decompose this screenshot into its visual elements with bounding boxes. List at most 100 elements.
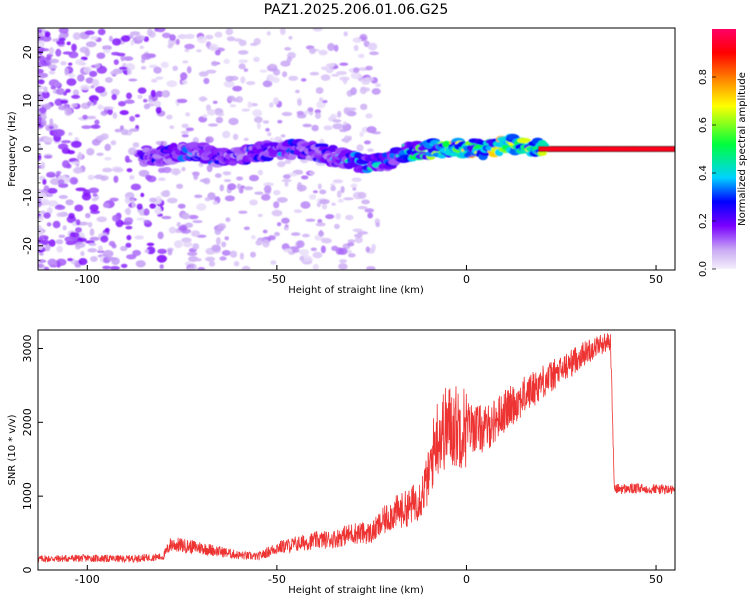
heatmap-noise-blob [111, 257, 120, 265]
heatmap-noise-blob [155, 196, 162, 205]
heatmap-noise-blob [290, 232, 301, 236]
heatmap-noise-blob [104, 156, 112, 161]
heatmap-noise-blob [41, 114, 47, 120]
heatmap-noise-blob [227, 183, 237, 191]
heatmap-noise-blob [309, 71, 320, 76]
heatmap-noise-blob [75, 219, 81, 226]
heatmap-noise-blob [254, 116, 263, 123]
heatmap-noise-blob [249, 174, 259, 182]
heatmap-noise-blob [186, 267, 197, 270]
heatmap-noise-blob [38, 55, 46, 62]
heatmap-noise-blob [128, 78, 138, 82]
heatmap-noise-blob [181, 237, 192, 243]
heatmap-noise-blob [153, 66, 162, 74]
heatmap-noise-blob [138, 169, 150, 177]
heatmap-noise-blob [75, 187, 86, 192]
heatmap-noise-blob [102, 167, 113, 173]
heatmap-noise-blob [305, 218, 316, 222]
heatmap-noise-blob [288, 36, 293, 40]
heatmap-noise-blob [68, 212, 75, 219]
heatmap-noise-blob [68, 51, 79, 59]
heatmap-noise-blob [95, 63, 101, 69]
heatmap-noise-blob [226, 36, 236, 42]
heatmap-noise-blob [118, 101, 126, 107]
colorbar: 0.0 0.2 0.4 0.6 0.8 Normalized spectral ampl… [698, 29, 748, 277]
heatmap-noise-blob [281, 111, 293, 117]
heatmap-noise-blob [296, 184, 307, 192]
heatmap-noise-blob [77, 74, 85, 82]
heatmap-noise-blob [286, 56, 293, 63]
heatmap-noise-blob [79, 84, 91, 91]
heatmap-noise-blob [180, 130, 190, 135]
heatmap-noise-blob [149, 197, 157, 203]
heatmap-noise-blob [79, 46, 90, 53]
heatmap-noise-blob [78, 258, 88, 266]
heatmap-noise-blob [192, 220, 203, 224]
heatmap-noise-blob [72, 89, 80, 97]
heatmap-noise-blob [56, 245, 63, 253]
heatmap-noise-blob [219, 184, 225, 192]
heatmap-noise-blob [212, 200, 218, 205]
heatmap-noise-blob [219, 256, 227, 261]
heatmap-noise-blob [52, 220, 61, 229]
heatmap-noise-blob [214, 31, 223, 38]
heatmap-noise-blob [130, 39, 135, 46]
heatmap-noise-blob [184, 43, 195, 50]
heatmap-noise-blob [108, 35, 113, 42]
heatmap-noise-blob [47, 200, 59, 207]
heatmap-noise-blob [131, 202, 136, 208]
heatmap-noise-blob [110, 140, 117, 146]
heatmap-noise-blob [113, 59, 119, 65]
heatmap-noise-blob [111, 94, 117, 101]
heatmap-noise-blob [273, 189, 281, 196]
heatmap-noise-blob [250, 103, 258, 107]
heatmap-noise-blob [38, 225, 42, 230]
heatmap-noise-blob [112, 167, 124, 173]
heatmap-noise-blob [115, 219, 124, 228]
heatmap-noise-blob [332, 123, 344, 130]
heatmap-noise-blob [75, 59, 85, 66]
heatmap-noise-blob [238, 210, 248, 214]
heatmap-carrier-band [538, 146, 675, 152]
heatmap-noise-blob [124, 99, 135, 104]
heatmap-noise-blob [327, 43, 335, 51]
heatmap-noise-blob [279, 28, 286, 35]
heatmap-noise-blob [151, 78, 158, 83]
chart-title: PAZ1.2025.206.01.06.G25 [264, 2, 449, 18]
heatmap-noise-blob [273, 97, 279, 105]
heatmap-noise-blob [68, 132, 73, 136]
heatmap-noise-blob [332, 119, 342, 123]
heatmap-noise-blob [156, 254, 167, 263]
heatmap-noise-blob [238, 63, 246, 70]
heatmap-noise-blob [191, 230, 200, 237]
heatmap-noise-blob [266, 31, 271, 36]
heatmap-noise-blob [71, 161, 80, 165]
heatmap-ridge-cell [517, 137, 531, 144]
heatmap-noise-blob [367, 148, 374, 152]
heatmap-noise-blob [277, 119, 283, 124]
heatmap-noise-blob [85, 77, 94, 84]
heatmap-noise-blob [282, 71, 288, 78]
heatmap-noise-blob [295, 89, 300, 94]
heatmap-noise-blob [215, 237, 221, 246]
heatmap-noise-blob [257, 213, 263, 218]
heatmap-noise-blob [66, 78, 77, 86]
heatmap-noise-blob [196, 49, 202, 53]
heatmap-noise-blob [166, 197, 178, 204]
heatmap-noise-blob [74, 204, 84, 212]
heatmap-noise-blob [193, 173, 199, 180]
heatmap-noise-blob [336, 190, 342, 198]
heatmap-noise-blob [283, 248, 293, 253]
heatmap-noise-blob [321, 66, 329, 71]
heatmap-noise-blob [56, 40, 65, 45]
heatmap-noise-blob [38, 155, 42, 159]
heatmap-noise-blob [236, 176, 244, 181]
heatmap-noise-blob [337, 110, 342, 118]
heatmap-noise-blob [43, 185, 50, 192]
heatmap-noise-blob [49, 58, 60, 64]
heatmap-noise-blob [54, 98, 64, 106]
heatmap-noise-blob [66, 41, 71, 46]
heatmap-noise-blob [186, 66, 192, 74]
heatmap-noise-blob [38, 144, 42, 152]
